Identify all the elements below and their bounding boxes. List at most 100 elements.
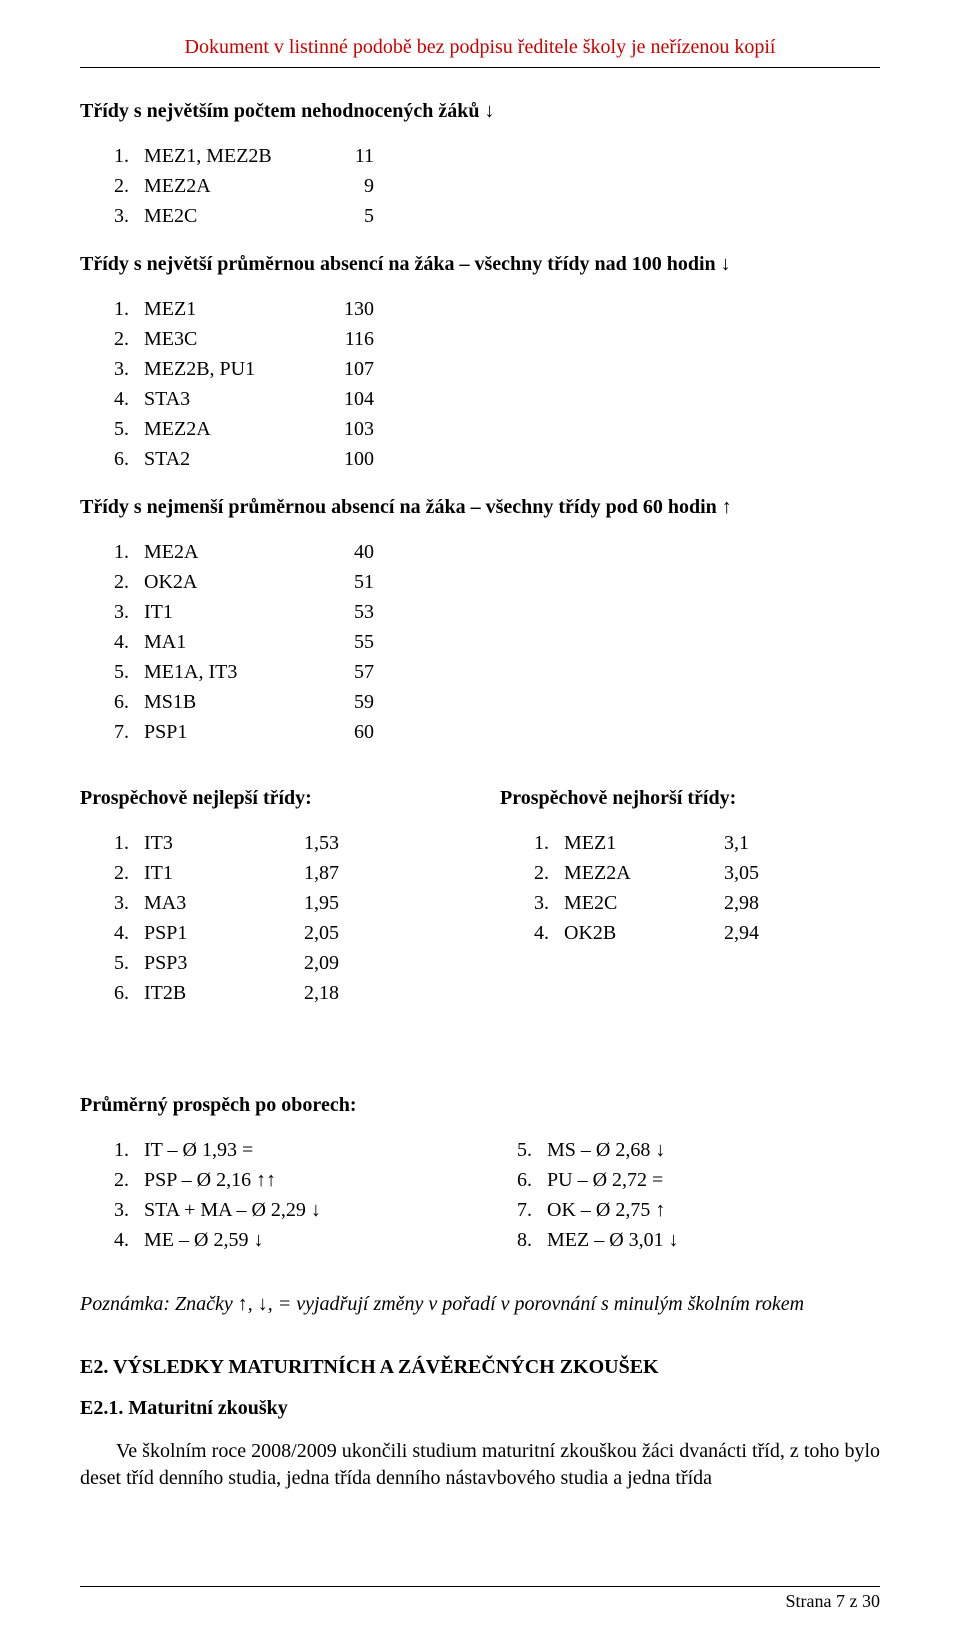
item-num: 5. xyxy=(114,414,144,444)
item-label: PSP1 xyxy=(144,918,304,948)
note-text: Poznámka: Značky ↑, ↓, = vyjadřují změny… xyxy=(80,1293,880,1316)
item-num: 3. xyxy=(114,354,144,384)
item-text: STA + MA – Ø 2,29 ↓ xyxy=(144,1195,364,1225)
item-label: MS1B xyxy=(144,687,304,717)
avg-title: Průměrný prospěch po oborech: xyxy=(80,1094,880,1117)
item-label: ME1A, IT3 xyxy=(144,657,304,687)
item-label: ME2A xyxy=(144,537,304,567)
item-label: OK2B xyxy=(564,918,724,948)
item-value: 53 xyxy=(304,597,374,627)
item-value: 2,18 xyxy=(304,978,374,1008)
item-num: 1. xyxy=(114,537,144,567)
item-text: MEZ – Ø 3,01 ↓ xyxy=(547,1225,767,1255)
worst-title: Prospěchově nejhorší třídy: xyxy=(500,787,880,810)
item-value: 51 xyxy=(304,567,374,597)
item-value: 5 xyxy=(304,201,374,231)
section3-list: 1.ME2A40 2.OK2A51 3.IT153 4.MA155 5.ME1A… xyxy=(114,537,880,747)
item-label: MEZ1 xyxy=(144,294,304,324)
item-value: 130 xyxy=(304,294,374,324)
doc-header: Dokument v listinné podobě bez podpisu ř… xyxy=(80,36,880,59)
item-label: ME2C xyxy=(564,888,724,918)
item-text: IT – Ø 1,93 = xyxy=(144,1135,364,1165)
list-item: 4.MA155 xyxy=(114,627,880,657)
list-item: 2.PSP – Ø 2,16 ↑↑ xyxy=(114,1165,477,1195)
item-num: 5. xyxy=(114,948,144,978)
list-item: 2.MEZ2A9 xyxy=(114,171,880,201)
item-text: MS – Ø 2,68 ↓ xyxy=(547,1135,767,1165)
item-num: 2. xyxy=(114,858,144,888)
item-label: STA3 xyxy=(144,384,304,414)
e2-title: E2. VÝSLEDKY MATURITNÍCH A ZÁVĚREČNÝCH Z… xyxy=(80,1356,880,1379)
item-num: 2. xyxy=(114,324,144,354)
list-item: 8.MEZ – Ø 3,01 ↓ xyxy=(517,1225,880,1255)
item-num: 6. xyxy=(114,444,144,474)
item-label: MEZ2A xyxy=(144,171,304,201)
list-item: 4.ME – Ø 2,59 ↓ xyxy=(114,1225,477,1255)
list-item: 3.ME2C5 xyxy=(114,201,880,231)
item-label: IT3 xyxy=(144,828,304,858)
item-num: 6. xyxy=(114,687,144,717)
footer-rule xyxy=(80,1586,880,1587)
list-item: 1.IT31,53 xyxy=(114,828,460,858)
section3-title: Třídy s nejmenší průměrnou absencí na žá… xyxy=(80,496,880,519)
item-value: 9 xyxy=(304,171,374,201)
item-value: 116 xyxy=(304,324,374,354)
list-item: 5.ME1A, IT357 xyxy=(114,657,880,687)
item-num: 1. xyxy=(114,294,144,324)
best-list: 1.IT31,53 2.IT11,87 3.MA31,95 4.PSP12,05… xyxy=(114,828,460,1008)
item-value: 2,94 xyxy=(724,918,794,948)
list-item: 6.STA2100 xyxy=(114,444,880,474)
list-item: 3.MA31,95 xyxy=(114,888,460,918)
item-text: PU – Ø 2,72 = xyxy=(547,1165,767,1195)
item-num: 6. xyxy=(517,1165,547,1195)
item-num: 2. xyxy=(114,1165,144,1195)
item-num: 1. xyxy=(114,141,144,171)
item-value: 107 xyxy=(304,354,374,384)
list-item: 6.PU – Ø 2,72 = xyxy=(517,1165,880,1195)
item-num: 7. xyxy=(517,1195,547,1225)
item-text: ME – Ø 2,59 ↓ xyxy=(144,1225,364,1255)
list-item: 2.ME3C116 xyxy=(114,324,880,354)
item-label: MEZ2B, PU1 xyxy=(144,354,304,384)
section1-title: Třídy s největším počtem nehodnocených ž… xyxy=(80,100,880,123)
item-label: IT2B xyxy=(144,978,304,1008)
item-value: 2,98 xyxy=(724,888,794,918)
item-value: 2,05 xyxy=(304,918,374,948)
item-value: 59 xyxy=(304,687,374,717)
worst-list: 1.MEZ13,1 2.MEZ2A3,05 3.ME2C2,98 4.OK2B2… xyxy=(534,828,880,948)
list-item: 5.MS – Ø 2,68 ↓ xyxy=(517,1135,880,1165)
item-num: 3. xyxy=(114,597,144,627)
list-item: 7.OK – Ø 2,75 ↑ xyxy=(517,1195,880,1225)
list-item: 1.IT – Ø 1,93 = xyxy=(114,1135,477,1165)
list-item: 4.STA3104 xyxy=(114,384,880,414)
list-item: 3.ME2C2,98 xyxy=(534,888,880,918)
section1-list: 1.MEZ1, MEZ2B11 2.MEZ2A9 3.ME2C5 xyxy=(114,141,880,231)
item-num: 7. xyxy=(114,717,144,747)
item-text: OK – Ø 2,75 ↑ xyxy=(547,1195,767,1225)
item-value: 1,95 xyxy=(304,888,374,918)
item-value: 57 xyxy=(304,657,374,687)
list-item: 3.MEZ2B, PU1107 xyxy=(114,354,880,384)
item-num: 1. xyxy=(534,828,564,858)
item-num: 3. xyxy=(114,201,144,231)
avg-right-list: 5.MS – Ø 2,68 ↓ 6.PU – Ø 2,72 = 7.OK – Ø… xyxy=(517,1135,880,1255)
item-value: 3,1 xyxy=(724,828,794,858)
item-value: 103 xyxy=(304,414,374,444)
item-label: MEZ1 xyxy=(564,828,724,858)
item-num: 4. xyxy=(114,1225,144,1255)
item-value: 1,53 xyxy=(304,828,374,858)
item-num: 3. xyxy=(534,888,564,918)
e2-subtitle: E2.1. Maturitní zkoušky xyxy=(80,1397,880,1420)
item-num: 1. xyxy=(114,1135,144,1165)
item-label: MA3 xyxy=(144,888,304,918)
item-num: 5. xyxy=(114,657,144,687)
item-value: 11 xyxy=(304,141,374,171)
item-label: MEZ1, MEZ2B xyxy=(144,141,304,171)
item-text: PSP – Ø 2,16 ↑↑ xyxy=(144,1165,364,1195)
avg-left-list: 1.IT – Ø 1,93 = 2.PSP – Ø 2,16 ↑↑ 3.STA … xyxy=(114,1135,477,1255)
list-item: 2.MEZ2A3,05 xyxy=(534,858,880,888)
item-value: 104 xyxy=(304,384,374,414)
item-num: 2. xyxy=(114,567,144,597)
list-item: 1.MEZ13,1 xyxy=(534,828,880,858)
item-num: 2. xyxy=(114,171,144,201)
